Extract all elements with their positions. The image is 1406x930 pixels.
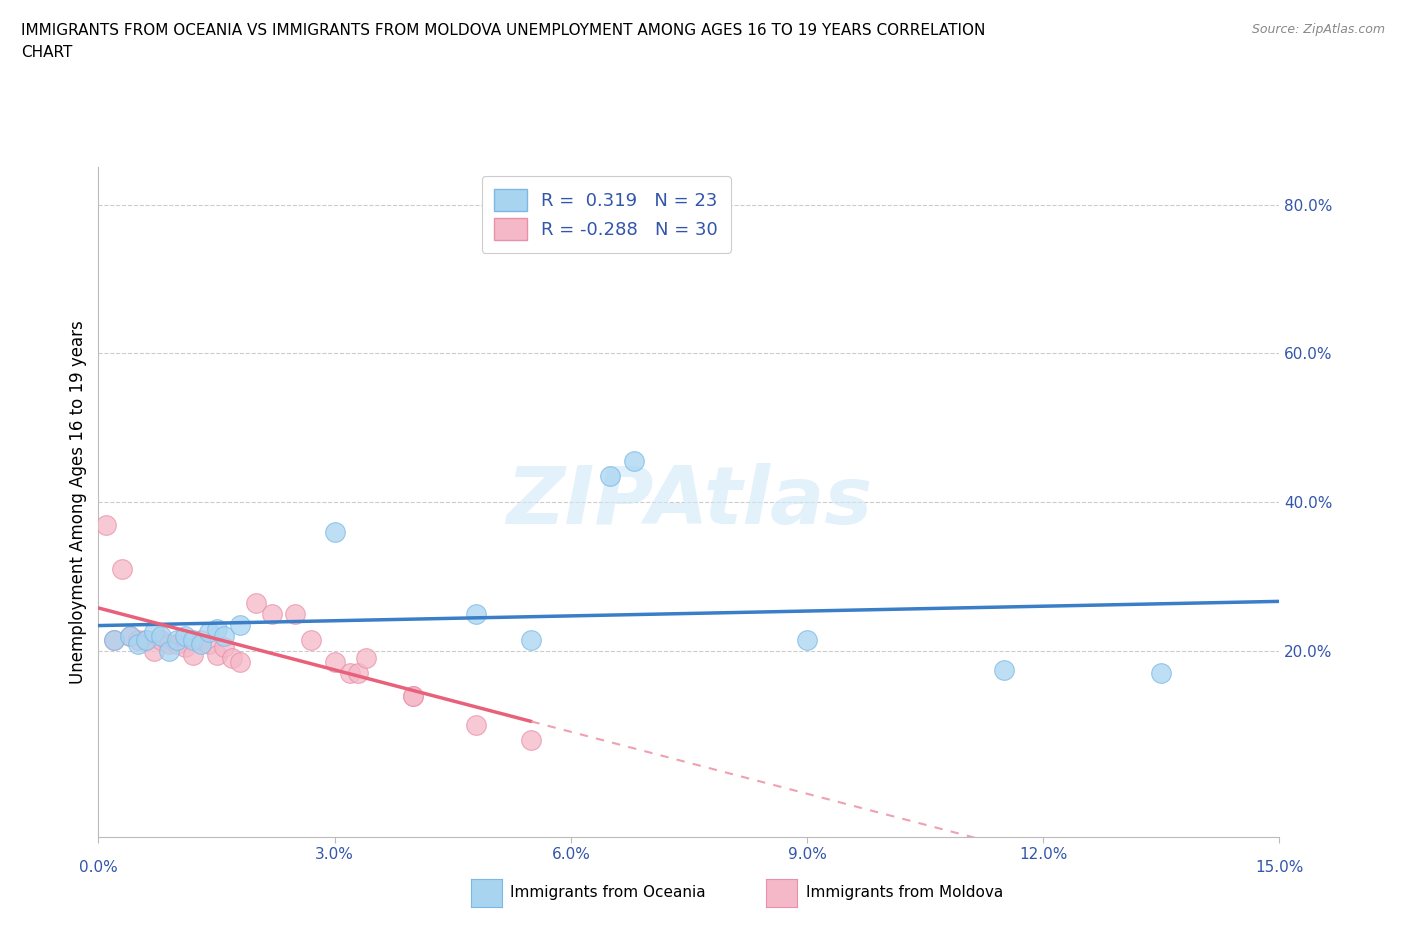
Point: [157, 636, 180, 651]
Point: [197, 625, 219, 640]
Point: [339, 666, 361, 681]
Point: [347, 666, 370, 681]
Point: [111, 562, 134, 577]
Point: [150, 632, 173, 647]
Point: [520, 733, 543, 748]
Point: [284, 606, 307, 621]
Text: 15.0%: 15.0%: [1256, 860, 1303, 875]
Text: Immigrants from Oceania: Immigrants from Oceania: [510, 885, 706, 900]
Text: CHART: CHART: [21, 45, 73, 60]
Point: [229, 655, 252, 670]
Point: [103, 632, 125, 647]
Point: [402, 688, 425, 703]
Y-axis label: Unemployment Among Ages 16 to 19 years: Unemployment Among Ages 16 to 19 years: [69, 320, 87, 684]
Point: [197, 636, 219, 651]
Point: [599, 469, 621, 484]
Point: [190, 636, 212, 651]
Point: [260, 606, 283, 621]
Point: [465, 718, 488, 733]
Point: [166, 632, 188, 647]
Point: [221, 651, 243, 666]
Point: [465, 606, 488, 621]
Point: [96, 517, 118, 532]
Point: [214, 640, 236, 655]
Point: [118, 629, 141, 644]
Point: [166, 636, 188, 651]
Point: [127, 632, 149, 647]
Point: [127, 636, 149, 651]
Point: [174, 629, 197, 644]
Point: [190, 632, 212, 647]
Point: [157, 644, 180, 658]
Point: [174, 640, 197, 655]
Point: [103, 632, 125, 647]
Point: [181, 647, 204, 662]
Point: [299, 632, 322, 647]
Point: [354, 651, 377, 666]
Point: [229, 618, 252, 632]
Text: 0.0%: 0.0%: [79, 860, 118, 875]
Point: [796, 632, 818, 647]
Point: [205, 647, 228, 662]
Text: Immigrants from Moldova: Immigrants from Moldova: [806, 885, 1002, 900]
Point: [214, 629, 236, 644]
Point: [118, 629, 141, 644]
Point: [993, 662, 1015, 677]
Point: [245, 595, 267, 610]
Point: [1150, 666, 1173, 681]
Point: [205, 621, 228, 636]
Text: IMMIGRANTS FROM OCEANIA VS IMMIGRANTS FROM MOLDOVA UNEMPLOYMENT AMONG AGES 16 TO: IMMIGRANTS FROM OCEANIA VS IMMIGRANTS FR…: [21, 23, 986, 38]
Point: [142, 644, 165, 658]
Point: [181, 632, 204, 647]
Text: ZIPAtlas: ZIPAtlas: [506, 463, 872, 541]
Point: [520, 632, 543, 647]
Legend: R =  0.319   N = 23, R = -0.288   N = 30: R = 0.319 N = 23, R = -0.288 N = 30: [482, 177, 731, 253]
Point: [135, 632, 157, 647]
Text: Source: ZipAtlas.com: Source: ZipAtlas.com: [1251, 23, 1385, 36]
Point: [323, 655, 346, 670]
Point: [135, 632, 157, 647]
Point: [323, 525, 346, 539]
Point: [623, 454, 645, 469]
Point: [150, 629, 173, 644]
Point: [402, 688, 425, 703]
Point: [142, 625, 165, 640]
